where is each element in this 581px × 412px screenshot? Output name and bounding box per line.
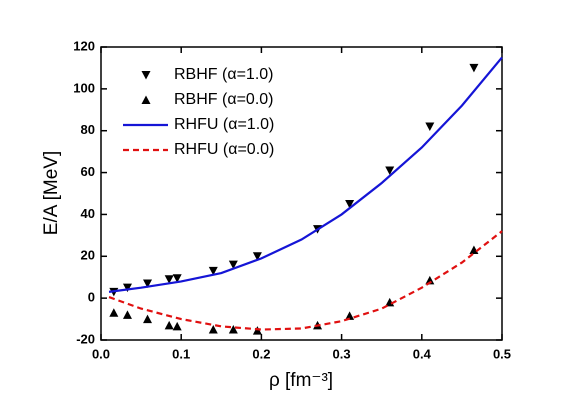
legend-label: RHFU (α=1.0) — [174, 116, 274, 133]
data-point — [164, 320, 174, 330]
x-tick-label: 0.3 — [333, 346, 351, 361]
y-tick-label: -20 — [76, 331, 95, 346]
data-point — [252, 326, 262, 335]
data-point — [345, 199, 355, 209]
data-point — [385, 166, 395, 175]
x-tick-label: 0.5 — [493, 346, 511, 361]
data-point — [469, 63, 479, 73]
data-point — [425, 122, 435, 132]
data-point — [143, 279, 153, 288]
data-point — [172, 321, 182, 331]
y-tick-label: 40 — [81, 206, 95, 221]
legend-label: RBHF (α=0.0) — [174, 91, 274, 108]
data-point — [122, 283, 132, 293]
y-axis-label: E/A [MeV] — [41, 151, 62, 235]
x-tick-label: 0.2 — [252, 346, 270, 361]
y-tick-label: 60 — [81, 164, 95, 179]
data-point — [143, 314, 153, 324]
data-point — [252, 252, 262, 261]
data-point — [164, 275, 174, 284]
data-point — [228, 260, 238, 270]
x-axis-label: ρ [fm⁻³] — [269, 370, 333, 391]
x-tick-label: 0.1 — [172, 346, 190, 361]
data-point — [172, 274, 182, 283]
legend-label: RHFU (α=0.0) — [174, 141, 274, 158]
y-tick-label: 80 — [81, 122, 95, 137]
y-tick-label: 20 — [81, 248, 95, 263]
y-tick-label: 0 — [88, 290, 95, 305]
y-tick-label: 100 — [73, 80, 95, 95]
data-point — [208, 266, 218, 276]
legend-marker — [141, 95, 151, 104]
data-point — [109, 308, 119, 317]
data-line — [108, 56, 503, 293]
plot-frame — [100, 46, 503, 341]
legend-marker — [141, 71, 151, 80]
x-tick-label: 0.4 — [413, 346, 432, 361]
data-point — [425, 275, 435, 285]
data-point — [122, 310, 132, 319]
y-tick-label: 120 — [73, 38, 95, 53]
data-point — [345, 311, 355, 320]
data-point — [469, 245, 479, 255]
x-tick-label: 0.0 — [92, 346, 110, 361]
legend-label: RBHF (α=1.0) — [174, 66, 274, 83]
data-point — [208, 325, 218, 334]
data-line — [108, 230, 503, 331]
data-point — [228, 325, 238, 334]
